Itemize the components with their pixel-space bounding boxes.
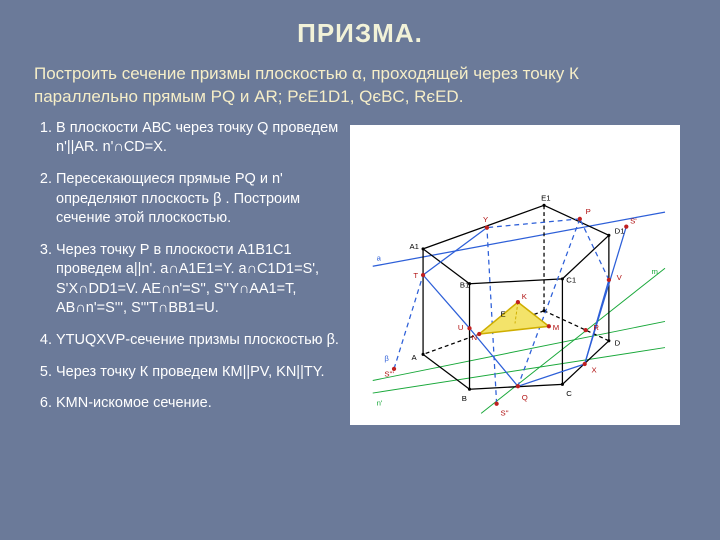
step-item: KMN-искомое сечение.	[56, 394, 340, 414]
svg-text:C: C	[566, 389, 572, 398]
diagram-wrap: A B C D E A1 B1 C1 D1 E1 P Q R X Y T U V S' S'' S''' K M Na n' m β	[344, 119, 686, 426]
svg-text:T: T	[413, 271, 418, 280]
svg-text:C1: C1	[566, 276, 576, 285]
svg-text:B1: B1	[460, 280, 469, 289]
svg-text:E: E	[500, 309, 505, 318]
svg-text:E1: E1	[541, 193, 550, 202]
step-item: YTUQXVP-сечение призмы плоскостью β.	[56, 331, 340, 351]
steps-list: В плоскости АВС через точку Q проведем n…	[34, 119, 340, 426]
svg-text:X: X	[591, 366, 596, 375]
step-item: Через точку Р в плоскости А1В1С1 проведе…	[56, 241, 340, 319]
svg-text:K: K	[522, 292, 528, 301]
step-item: Пересекающиеся прямые PQ и n' определяют…	[56, 170, 340, 229]
svg-text:A: A	[411, 353, 417, 362]
svg-text:a: a	[377, 253, 382, 262]
svg-text:S'': S''	[500, 408, 509, 417]
svg-text:β: β	[384, 354, 389, 363]
prism-diagram: A B C D E A1 B1 C1 D1 E1 P Q R X Y T U V S' S'' S''' K M Na n' m β	[350, 125, 680, 425]
svg-text:n': n'	[377, 399, 383, 408]
step-item: В плоскости АВС через точку Q проведем n…	[56, 119, 340, 158]
svg-text:Y: Y	[483, 215, 488, 224]
svg-text:P: P	[586, 207, 591, 216]
svg-text:R: R	[593, 323, 599, 332]
slide: ПРИЗМА. Построить сечение призмы плоскос…	[0, 0, 720, 540]
step-item: Через точку К проведем КМ||PV, KN||TY.	[56, 363, 340, 383]
svg-text:U: U	[458, 323, 464, 332]
svg-text:N: N	[471, 333, 477, 342]
slide-subtitle: Построить сечение призмы плоскостью α, п…	[34, 63, 686, 109]
svg-text:M: M	[553, 323, 559, 332]
svg-text:Q: Q	[522, 393, 528, 402]
svg-text:D: D	[615, 339, 621, 348]
svg-text:S': S'	[630, 217, 637, 226]
svg-text:D1: D1	[615, 226, 625, 235]
svg-text:A1: A1	[410, 242, 419, 251]
svg-text:m: m	[651, 267, 657, 276]
svg-text:S''': S'''	[384, 369, 394, 378]
body-row: В плоскости АВС через точку Q проведем n…	[34, 119, 686, 426]
svg-text:B: B	[462, 394, 467, 403]
slide-title: ПРИЗМА.	[34, 18, 686, 49]
svg-text:V: V	[617, 273, 623, 282]
